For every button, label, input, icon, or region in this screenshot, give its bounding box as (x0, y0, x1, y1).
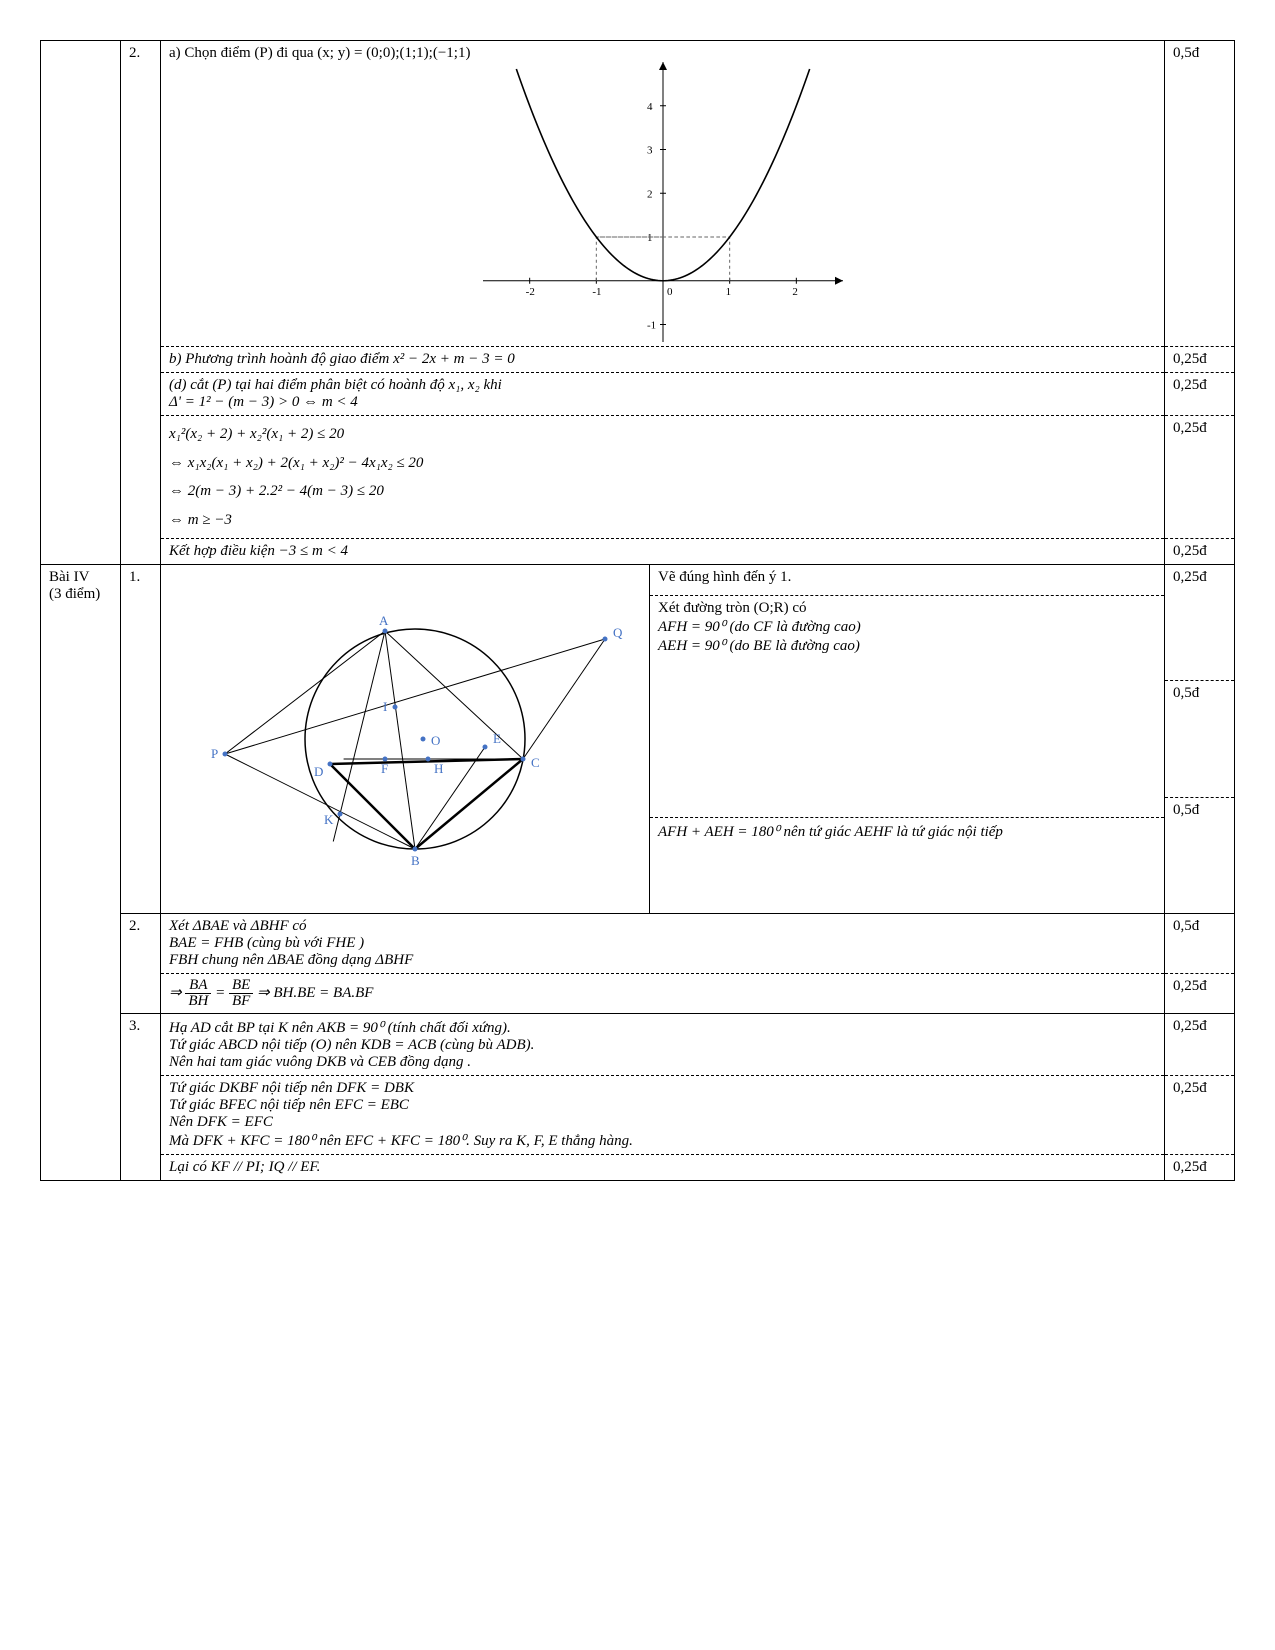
line: Nên hai tam giác vuông DKB và CEB đồng d… (169, 1054, 1156, 1071)
svg-text:0: 0 (667, 286, 673, 298)
svg-text:-2: -2 (525, 286, 534, 298)
content-2a: a) Chọn điểm (P) đi qua (x; y) = (0;0);(… (161, 41, 1165, 347)
line: FBH chung nên ΔBAE đồng dạng ΔBHF (169, 952, 1156, 969)
bai-label: Bài IV (49, 569, 112, 586)
line: AFH + AEH = 180⁰ nên tứ giác AEHF là tứ … (650, 818, 1165, 913)
geometry-cell: A B C D E F H I O K P Q Vẽ đúng hình đến ý 1. Xét đ… (161, 565, 1165, 914)
line: Tứ giác DKBF nội tiếp nên DFK = DBK (169, 1080, 1156, 1097)
content: Lại có KF // PI; IQ // EF. (161, 1155, 1165, 1181)
svg-text:B: B (411, 853, 420, 868)
score: 0,25đ (1165, 347, 1235, 373)
item-number: 3. (121, 1014, 161, 1181)
svg-text:A: A (379, 613, 389, 628)
svg-text:2: 2 (647, 188, 653, 200)
line: Hạ AD cắt BP tại K nên AKB = 90⁰ (tính c… (169, 1018, 1156, 1037)
svg-text:1: 1 (647, 232, 653, 244)
den: BF (229, 994, 253, 1009)
svg-text:P: P (211, 746, 218, 761)
svg-text:-1: -1 (592, 286, 601, 298)
content: Xét ΔBAE và ΔBHF có BAE = FHB (cùng bù v… (161, 914, 1165, 974)
item-number: 2. (121, 914, 161, 1014)
proof-text: Xét đường tròn (O;R) có AFH = 90⁰ (do CF… (650, 596, 1165, 818)
content: Tứ giác DKBF nội tiếp nên DFK = DBK Tứ g… (161, 1076, 1165, 1155)
line: Δ' = 1² − (m − 3) > 0 ⇔ m < 4 (169, 394, 1156, 411)
line: AEH = 90⁰ (do BE là đường cao) (658, 636, 1156, 655)
text: b) Phương trình hoành độ giao điểm x² − … (169, 351, 515, 367)
content-2e: Kết hợp điều kiện −3 ≤ m < 4 (161, 539, 1165, 565)
num: BE (229, 978, 253, 994)
score: 0,25đ (1165, 974, 1235, 1014)
content: ⇒ BABH = BEBF ⇒ BH.BE = BA.BF (161, 974, 1165, 1014)
page: 2. a) Chọn điểm (P) đi qua (x; y) = (0;0… (40, 40, 1235, 1181)
line: ⇔ x₁x₂(x₁ + x₂) + 2(x₁ + x₂)² − 4x₁x₂ ≤ … (169, 449, 1156, 478)
line: Mà DFK + KFC = 180⁰ nên EFC + KFC = 180⁰… (169, 1131, 1156, 1150)
score: 0,5đ (1165, 41, 1235, 347)
score: 0,25đ (1165, 565, 1235, 681)
score: 0,25đ (1165, 1076, 1235, 1155)
tail: ⇒ BH.BE = BA.BF (257, 985, 373, 1001)
line: Tứ giác BFEC nội tiếp nên EFC = EBC (169, 1097, 1156, 1114)
svg-text:I: I (383, 699, 387, 714)
parabola-chart: -2 -1 0 1 2 -1 1 2 3 4 (483, 62, 843, 342)
svg-text:F: F (381, 761, 388, 776)
text-2a: a) Chọn điểm (P) đi qua (x; y) = (0;0);(… (169, 45, 1156, 62)
svg-text:E: E (493, 731, 501, 746)
svg-text:K: K (324, 812, 334, 827)
line: AFH = 90⁰ (do CF là đường cao) (658, 617, 1156, 636)
circle-diagram: A B C D E F H I O K P Q (185, 569, 625, 909)
den: BH (185, 994, 211, 1009)
text: Vẽ đúng hình đến ý 1. (650, 565, 1165, 596)
answer-table: 2. a) Chọn điểm (P) đi qua (x; y) = (0;0… (40, 40, 1235, 1181)
text: Kết hợp điều kiện −3 ≤ m < 4 (169, 543, 348, 559)
svg-text:Q: Q (613, 625, 623, 640)
score: 0,25đ (1165, 1014, 1235, 1076)
item-number: 2. (121, 41, 161, 565)
line: Xét đường tròn (O;R) có (658, 600, 1156, 617)
line: ⇔ 2(m − 3) + 2.2² − 4(m − 3) ≤ 20 (169, 477, 1156, 506)
content-2c: (d) cắt (P) tại hai điểm phân biệt có ho… (161, 373, 1165, 416)
score: 0,25đ (1165, 373, 1235, 416)
content-2d: x₁²(x₂ + 2) + x₂²(x₁ + 2) ≤ 20 ⇔ x₁x₂(x₁… (161, 416, 1165, 539)
line: Nên DFK = EFC (169, 1114, 1156, 1131)
score: 0,25đ (1165, 539, 1235, 565)
line: Tứ giác ABCD nội tiếp (O) nên KDB = ACB … (169, 1037, 1156, 1054)
svg-text:O: O (431, 733, 440, 748)
svg-text:3: 3 (647, 145, 653, 157)
svg-text:H: H (434, 761, 443, 776)
line: ⇔ m ≥ −3 (169, 506, 1156, 535)
score: 0,5đ (1165, 914, 1235, 974)
svg-text:2: 2 (792, 286, 798, 298)
line: (d) cắt (P) tại hai điểm phân biệt có ho… (169, 377, 1156, 394)
content-2b: b) Phương trình hoành độ giao điểm x² − … (161, 347, 1165, 373)
svg-text:C: C (531, 755, 540, 770)
svg-text:-1: -1 (647, 320, 656, 332)
item-number: 1. (121, 565, 161, 914)
svg-text:4: 4 (647, 101, 653, 113)
line: BAE = FHB (cùng bù với FHE ) (169, 935, 1156, 952)
score: 0,5đ (1165, 681, 1235, 797)
circle-figure-cell: A B C D E F H I O K P Q (161, 565, 650, 913)
bai-label-cell: Bài IV (3 điểm) (41, 565, 121, 1181)
score: 0,5đ (1165, 797, 1235, 913)
content: Hạ AD cắt BP tại K nên AKB = 90⁰ (tính c… (161, 1014, 1165, 1076)
line: x₁²(x₂ + 2) + x₂²(x₁ + 2) ≤ 20 (169, 420, 1156, 449)
bai-col-empty (41, 41, 121, 565)
line: Xét ΔBAE và ΔBHF có (169, 918, 1156, 935)
num: BA (185, 978, 211, 994)
score: 0,25đ (1165, 1155, 1235, 1181)
svg-text:D: D (314, 764, 323, 779)
score: 0,25đ (1165, 416, 1235, 539)
bai-points: (3 điểm) (49, 586, 112, 603)
svg-text:1: 1 (725, 286, 731, 298)
